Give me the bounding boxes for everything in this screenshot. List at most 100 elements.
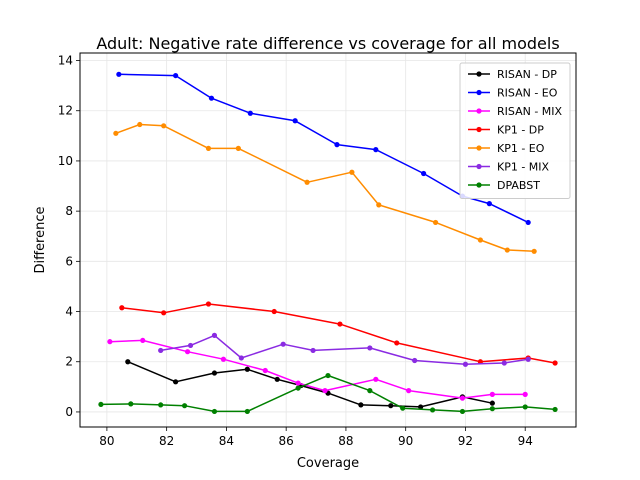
data-point-kp1-mix	[310, 347, 316, 354]
data-point-kp1-dp	[394, 340, 400, 346]
data-point-risan-mix	[373, 376, 379, 382]
legend-label: KP1 - DP	[497, 124, 544, 137]
data-point-risan-eo	[486, 201, 492, 207]
legend-marker	[476, 71, 482, 77]
legend-marker	[476, 145, 482, 151]
x-tick-label: 84	[219, 434, 234, 448]
legend-item-dpabst: DPABST	[468, 179, 540, 192]
legend-marker	[476, 108, 482, 114]
x-tick-label: 88	[338, 434, 353, 448]
data-point-kp1-mix	[211, 332, 218, 338]
x-tick-label: 80	[99, 434, 114, 448]
data-point-kp1-eo	[531, 248, 537, 254]
series-risan-mix	[107, 337, 528, 401]
legend-marker	[476, 89, 482, 96]
data-point-kp1-dp	[161, 310, 167, 316]
data-point-dpabst	[522, 404, 528, 410]
data-point-risan-mix	[489, 391, 495, 397]
data-point-risan-dp	[173, 379, 179, 385]
data-point-dpabst	[325, 372, 331, 379]
data-point-risan-dp	[211, 370, 218, 376]
data-point-kp1-dp	[205, 301, 212, 307]
legend-item-risan-dp: RISAN - DP	[468, 68, 557, 81]
data-point-risan-dp	[358, 402, 364, 408]
legend-box	[459, 62, 571, 199]
data-point-kp1-mix	[525, 356, 531, 362]
series-kp1-dp	[119, 301, 558, 366]
data-point-dpabst	[128, 401, 134, 407]
x-tick-label: 86	[279, 434, 294, 448]
series-kp1-eo	[113, 121, 537, 254]
data-point-risan-mix	[220, 356, 227, 362]
legend-marker	[476, 126, 482, 133]
data-point-kp1-eo	[376, 202, 382, 208]
data-point-risan-eo	[116, 71, 122, 77]
data-point-kp1-eo	[432, 219, 439, 226]
legend-label: RISAN - DP	[497, 68, 557, 81]
data-point-kp1-eo	[235, 145, 241, 151]
series-line-kp1-eo	[115, 123, 535, 253]
data-point-dpabst	[158, 402, 164, 408]
legend-item-kp1-eo: KP1 - EO	[468, 142, 545, 155]
legend-marker	[476, 163, 482, 170]
legend: RISAN - DP RISAN - EO RISAN - MIX KP1 - DP K…	[459, 62, 571, 199]
legend-label: KP1 - MIX	[497, 161, 550, 174]
y-axis-label: Difference	[33, 206, 48, 273]
legend-item-kp1-mix: KP1 - MIX	[468, 161, 550, 174]
data-point-risan-eo	[334, 142, 340, 148]
data-point-kp1-dp	[552, 360, 558, 366]
data-point-dpabst	[367, 388, 373, 394]
data-point-risan-mix	[184, 349, 191, 355]
legend-label: RISAN - MIX	[497, 105, 563, 118]
legend-item-kp1-dp: KP1 - DP	[468, 124, 544, 137]
y-tick-label: 8	[65, 204, 73, 218]
data-point-kp1-eo	[304, 179, 310, 185]
data-point-kp1-eo	[205, 145, 212, 151]
y-tick-label: 6	[65, 254, 73, 268]
data-point-risan-mix	[295, 380, 301, 386]
data-point-kp1-mix	[501, 360, 507, 366]
y-tick-label: 14	[58, 54, 73, 68]
data-point-risan-mix	[107, 339, 113, 345]
y-tick-label: 4	[65, 305, 73, 319]
legend-label: DPABST	[497, 179, 540, 192]
data-point-risan-dp	[125, 359, 131, 365]
data-point-dpabst	[459, 408, 466, 415]
data-point-risan-eo	[292, 118, 298, 124]
y-tick-label: 10	[58, 154, 73, 168]
data-point-dpabst	[552, 406, 558, 413]
data-point-dpabst	[211, 408, 218, 415]
data-point-dpabst	[181, 403, 188, 409]
data-point-dpabst	[489, 406, 495, 412]
data-point-risan-eo	[173, 72, 179, 79]
data-point-kp1-eo	[161, 123, 167, 129]
chart-title: Adult: Negative rate difference vs cover…	[96, 34, 559, 53]
data-point-risan-mix	[459, 395, 466, 401]
data-point-kp1-mix	[187, 342, 194, 349]
x-tick-label: 92	[458, 434, 473, 448]
data-point-kp1-eo	[504, 247, 510, 253]
data-point-kp1-eo	[349, 169, 355, 175]
data-point-kp1-dp	[271, 308, 277, 315]
legend-label: KP1 - EO	[497, 142, 545, 155]
x-tick-label: 82	[159, 434, 174, 448]
data-point-dpabst	[429, 407, 436, 413]
data-point-risan-mix	[406, 388, 412, 394]
legend-label: RISAN - EO	[497, 87, 558, 100]
series-dpabst	[98, 372, 558, 415]
data-point-kp1-mix	[280, 341, 286, 347]
data-point-kp1-eo	[477, 237, 483, 243]
y-tick-label: 0	[65, 405, 73, 419]
series-risan-dp	[125, 359, 495, 410]
y-tick-label: 12	[58, 104, 73, 118]
data-point-risan-mix	[322, 388, 328, 394]
data-point-risan-eo	[373, 147, 379, 153]
data-point-risan-mix	[140, 337, 146, 344]
legend-item-risan-mix: RISAN - MIX	[468, 105, 563, 118]
data-point-kp1-mix	[238, 355, 244, 361]
legend-item-risan-eo: RISAN - EO	[468, 87, 558, 100]
data-point-risan-eo	[247, 110, 253, 116]
y-tick-label: 2	[65, 355, 73, 369]
data-point-kp1-dp	[119, 305, 125, 311]
